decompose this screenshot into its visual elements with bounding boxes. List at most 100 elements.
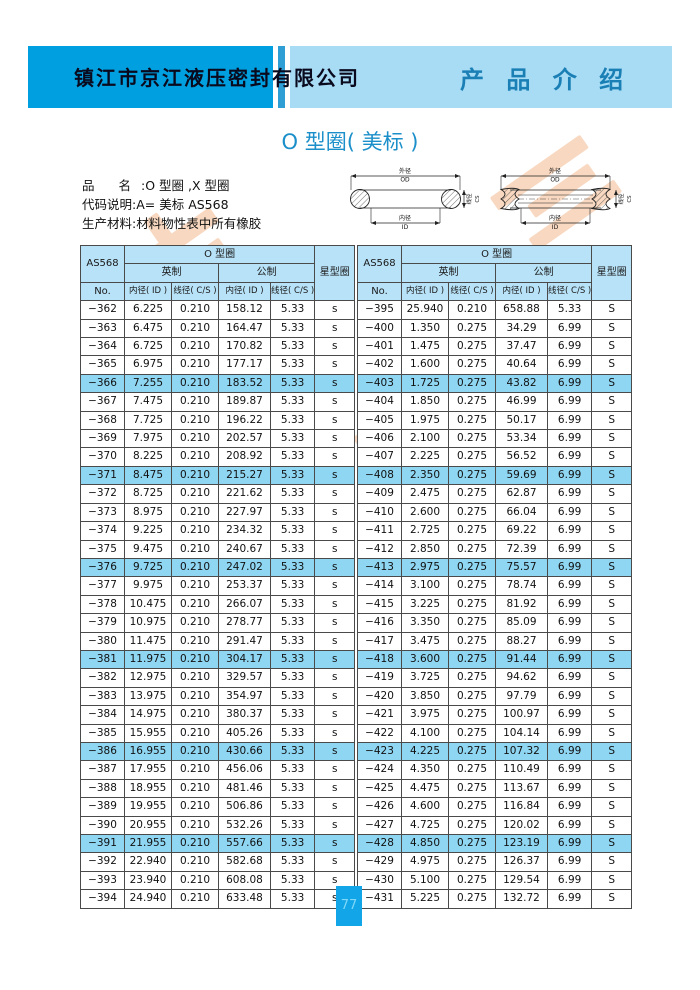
cell-star-ring: s <box>314 502 356 523</box>
cell-metric-id: 189.87 <box>218 392 271 412</box>
cell-metric-cs: 5.33 <box>269 613 316 633</box>
cell-metric-id: 123.19 <box>495 833 548 854</box>
cell-star-ring: s <box>314 649 356 670</box>
cell-imperial-id: 4.975 <box>401 852 449 872</box>
cell-metric-id: 132.72 <box>495 889 548 909</box>
header-metric-cs: 线径( C/S ) <box>269 281 316 302</box>
cell-star-ring: S <box>591 484 633 504</box>
cell-imperial-id: 17.955 <box>124 760 172 780</box>
cell-as568-no: −423 <box>357 741 402 762</box>
cell-metric-id: 91.44 <box>495 649 548 670</box>
cell-imperial-id: 4.100 <box>401 723 449 743</box>
table-row: −377 9.975 0.210 253.37 5.33 s <box>80 576 356 596</box>
table-row: −394 24.940 0.210 633.48 5.33 s <box>80 889 356 909</box>
cell-metric-id: 405.26 <box>218 723 271 743</box>
table-row: −382 12.975 0.210 329.57 5.33 s <box>80 668 356 688</box>
cell-imperial-id: 7.255 <box>124 373 172 394</box>
company-name: 镇江市京江液压密封有限公司 <box>74 66 360 90</box>
cell-imperial-cs: 0.210 <box>171 576 219 596</box>
cell-imperial-cs: 0.210 <box>171 741 219 762</box>
cell-imperial-id: 16.955 <box>124 741 172 762</box>
cell-imperial-cs: 0.210 <box>171 631 219 651</box>
header-imperial: 英制 <box>401 263 496 283</box>
cell-as568-no: −368 <box>80 410 125 431</box>
cell-star-ring: S <box>591 447 633 467</box>
table-row: −390 20.955 0.210 532.26 5.33 s <box>80 815 356 836</box>
cell-metric-id: 53.34 <box>495 429 548 449</box>
cell-metric-id: 75.57 <box>495 557 548 578</box>
cell-metric-id: 354.97 <box>218 686 271 707</box>
cell-imperial-id: 9.975 <box>124 576 172 596</box>
cell-imperial-cs: 0.275 <box>448 392 496 412</box>
cell-imperial-cs: 0.275 <box>448 465 496 486</box>
cell-metric-id: 158.12 <box>218 300 271 320</box>
cell-star-ring: S <box>591 410 633 431</box>
table-row: −411 2.725 0.275 69.22 6.99 S <box>357 521 633 541</box>
cell-imperial-cs: 0.210 <box>171 649 219 670</box>
cell-imperial-id: 4.225 <box>401 741 449 762</box>
table-head-row-3: No. 内径( ID ) 线径( C/S ) 内径( ID ) 线径( C/S … <box>80 281 355 302</box>
cell-metric-id: 126.37 <box>495 852 548 872</box>
cell-imperial-id: 21.955 <box>124 833 172 854</box>
cell-star-ring: S <box>591 613 633 633</box>
cell-imperial-cs: 0.210 <box>171 815 219 836</box>
cell-star-ring: s <box>314 705 356 725</box>
cell-as568-no: −412 <box>357 539 402 559</box>
cell-metric-cs: 5.33 <box>269 668 316 688</box>
cell-star-ring: S <box>591 760 633 780</box>
cell-metric-cs: 5.33 <box>269 429 316 449</box>
header-metric-id: 内径( ID ) <box>218 281 271 302</box>
header-star-ring: 星型圈 <box>314 244 356 302</box>
product-info-block: 品 名:O 型圈 ,X 型圈 代码说明:A= 美标 AS568 生产材料:材料物… <box>82 176 261 233</box>
cell-metric-id: 100.97 <box>495 705 548 725</box>
cell-star-ring: s <box>314 760 356 780</box>
cell-as568-no: −413 <box>357 557 402 578</box>
cell-imperial-id: 2.975 <box>401 557 449 578</box>
cell-imperial-cs: 0.275 <box>448 429 496 449</box>
cell-imperial-id: 2.850 <box>401 539 449 559</box>
cell-as568-no: −369 <box>80 429 125 449</box>
cell-metric-id: 557.66 <box>218 833 271 854</box>
cell-metric-cs: 6.99 <box>546 392 593 412</box>
cell-imperial-id: 8.475 <box>124 465 172 486</box>
table-row: −417 3.475 0.275 88.27 6.99 S <box>357 631 633 651</box>
cell-imperial-cs: 0.275 <box>448 410 496 431</box>
cell-metric-id: 633.48 <box>218 889 271 909</box>
cell-as568-no: −383 <box>80 686 125 707</box>
header-as568: AS568 <box>357 245 402 283</box>
cell-star-ring: S <box>591 337 633 357</box>
cell-metric-id: 85.09 <box>495 613 548 633</box>
cell-star-ring: S <box>591 815 633 836</box>
x-ring-id-cn: 内径 <box>549 214 561 222</box>
cell-metric-cs: 6.99 <box>546 410 593 431</box>
cell-metric-id: 266.07 <box>218 594 271 615</box>
cell-star-ring: S <box>591 521 633 541</box>
cell-as568-no: −427 <box>357 815 402 836</box>
cell-as568-no: −400 <box>357 318 402 339</box>
cell-metric-cs: 5.33 <box>269 723 316 743</box>
table-row: −368 7.725 0.210 196.22 5.33 s <box>80 410 356 431</box>
cell-star-ring: s <box>314 392 356 412</box>
cell-metric-cs: 6.99 <box>546 502 593 523</box>
header-no: No. <box>357 281 402 302</box>
cell-imperial-cs: 0.275 <box>448 373 496 394</box>
table-row: −404 1.850 0.275 46.99 6.99 S <box>357 392 633 412</box>
cell-metric-id: 215.27 <box>218 465 271 486</box>
table-row: −422 4.100 0.275 104.14 6.99 S <box>357 723 633 743</box>
table-head-row-1: AS568 O 型圈 星型圈 <box>80 244 356 302</box>
cell-imperial-cs: 0.275 <box>448 889 496 909</box>
cell-star-ring: s <box>314 668 356 688</box>
cell-metric-cs: 6.99 <box>546 576 593 596</box>
cell-as568-no: −370 <box>80 447 125 467</box>
cell-metric-id: 43.82 <box>495 373 548 394</box>
cell-metric-id: 59.69 <box>495 465 548 486</box>
header-stripe <box>278 46 285 108</box>
cell-as568-no: −405 <box>357 410 402 431</box>
cell-as568-no: −429 <box>357 852 402 872</box>
table-left-body: −362 6.225 0.210 158.12 5.33 s −363 6.475 0.210 1… <box>80 300 356 909</box>
info-line-product-name: 品 名:O 型圈 ,X 型圈 <box>82 176 261 195</box>
cell-metric-cs: 5.33 <box>269 741 316 762</box>
cross-section-diagrams: 外径 OD 线径 CS 内径 ID 外径 OD <box>350 167 633 231</box>
cell-star-ring: S <box>591 686 633 707</box>
cell-metric-id: 304.17 <box>218 649 271 670</box>
